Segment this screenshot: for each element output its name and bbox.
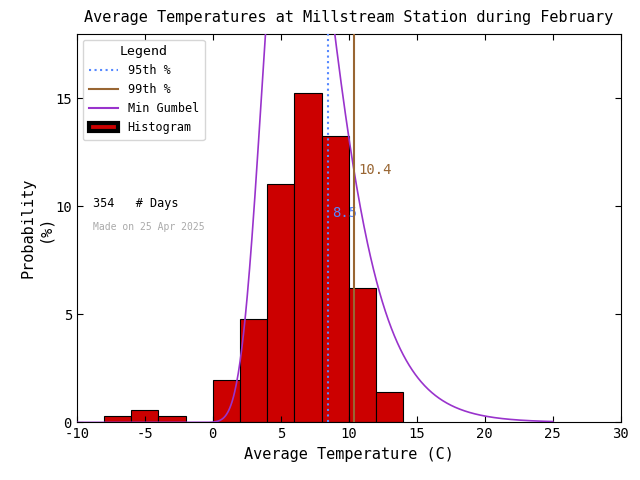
Text: 354   # Days: 354 # Days xyxy=(93,197,179,210)
Bar xyxy=(240,319,268,422)
Bar xyxy=(131,410,158,422)
Bar xyxy=(268,184,294,422)
Text: Made on 25 Apr 2025: Made on 25 Apr 2025 xyxy=(93,222,205,232)
X-axis label: Average Temperature (C): Average Temperature (C) xyxy=(244,447,454,462)
Bar xyxy=(376,392,403,422)
Bar xyxy=(212,380,240,422)
Text: 10.4: 10.4 xyxy=(358,163,392,177)
Bar xyxy=(104,416,131,422)
Bar xyxy=(322,135,349,422)
Bar xyxy=(294,93,322,422)
Text: 8.5: 8.5 xyxy=(333,206,358,220)
Y-axis label: Probability
(%): Probability (%) xyxy=(20,178,52,278)
Title: Average Temperatures at Millstream Station during February: Average Temperatures at Millstream Stati… xyxy=(84,11,613,25)
Bar xyxy=(349,288,376,422)
Bar xyxy=(159,416,186,422)
Legend: 95th %, 99th %, Min Gumbel, Histogram: 95th %, 99th %, Min Gumbel, Histogram xyxy=(83,39,205,140)
